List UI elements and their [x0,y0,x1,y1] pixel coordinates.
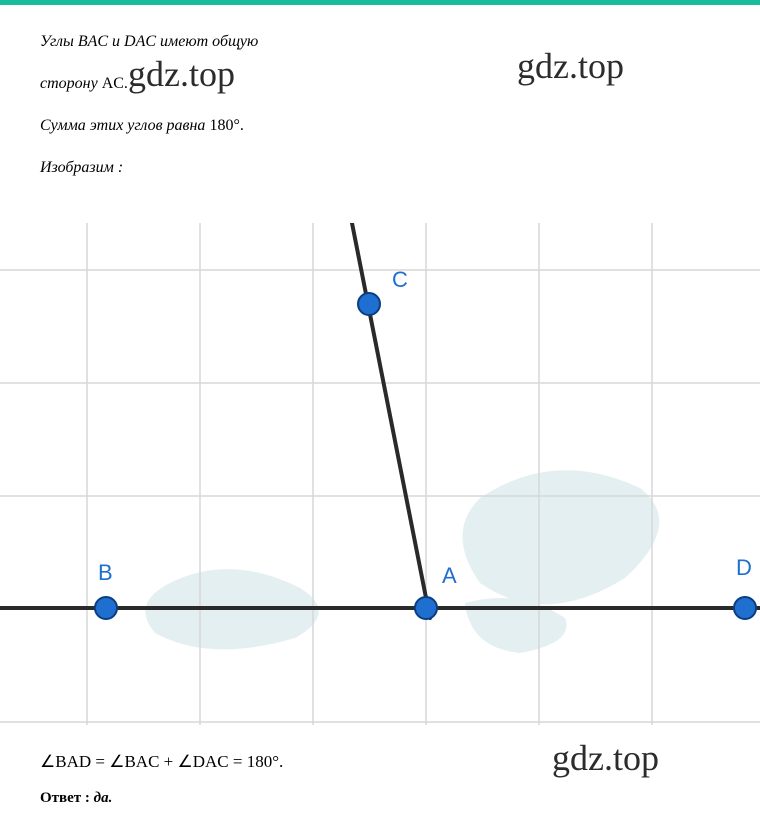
point-label-b: B [98,560,113,585]
watermark-4: gdz.top [552,737,659,779]
answer: Ответ : да. [40,790,112,807]
deg-180: 180°. [209,117,243,134]
geometry-diagram: B A D C [0,223,760,725]
t2a: сторону [40,75,102,92]
formula: ∠BAD = ∠BAC + ∠DAC = 180°. [40,752,283,772]
point-label-c: C [392,267,408,292]
answer-label: Ответ : [40,790,94,806]
line-1: Углы BAC и DAC имеют общую [40,30,720,54]
t1c: имеют общую [156,33,258,50]
text-block: Углы BAC и DAC имеют общую сторону AC. С… [0,5,760,180]
line-2: сторону AC. [40,72,720,96]
angle-bac: BAC [78,33,108,50]
side-ac: AC. [102,75,128,92]
t1b: и [108,33,124,50]
answer-value: да. [94,790,113,806]
point-label-a: A [442,563,457,588]
line-4: Изобразим : [40,156,720,180]
line-3: Сумма этих углов равна 180°. [40,114,720,138]
t3a: Сумма этих углов равна [40,117,209,134]
angle-dac: DAC [124,33,156,50]
t1a: Углы [40,33,78,50]
point-label-d: D [736,555,752,580]
